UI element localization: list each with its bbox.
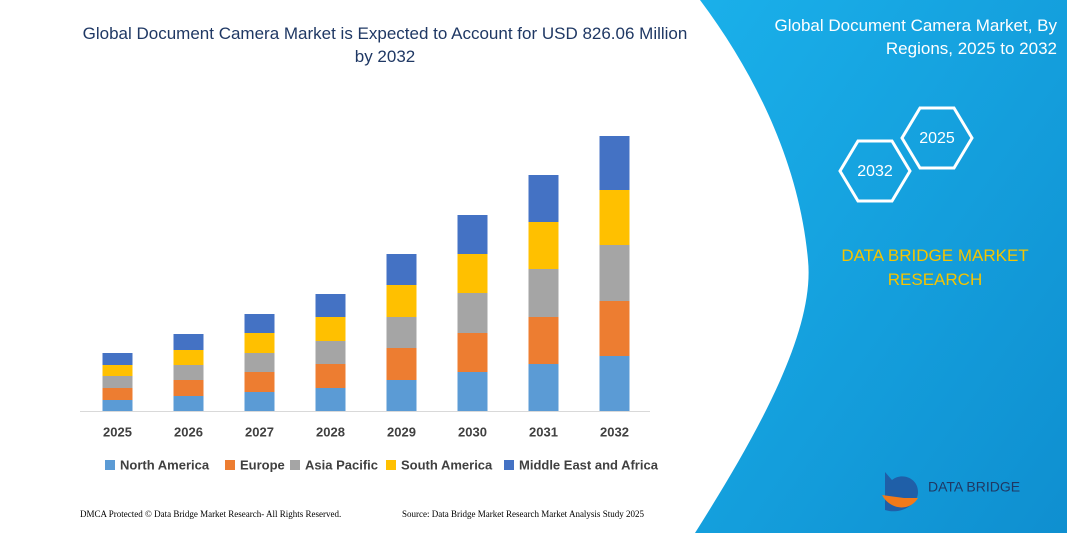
legend-swatch (504, 460, 514, 470)
bar-segment (528, 317, 559, 364)
bar-segment (315, 341, 346, 364)
bar-segment (315, 294, 346, 317)
bar-segment (386, 285, 417, 317)
bar-segment (528, 269, 559, 317)
x-tick-label: 2032 (600, 424, 629, 439)
side-panel-bg (695, 0, 1067, 533)
hexagon (900, 106, 974, 170)
bar-segment (315, 317, 346, 341)
bar-segment (173, 350, 204, 365)
bar-segment (173, 334, 204, 350)
x-tick-label: 2026 (174, 424, 203, 439)
bar-segment (244, 353, 275, 372)
bar-segment (457, 293, 488, 333)
chart-title: Global Document Camera Market is Expecte… (82, 24, 688, 66)
legend-label: Europe (240, 457, 285, 472)
bar-segment (599, 245, 630, 301)
bar-segment (386, 380, 417, 411)
x-tick-label: 2030 (458, 424, 487, 439)
bar-segment (457, 254, 488, 293)
logo-icon (882, 495, 918, 508)
bar-segment (102, 353, 133, 365)
bar-segment (315, 364, 346, 388)
legend-swatch (386, 460, 396, 470)
hexagon (838, 139, 912, 203)
bar-segment (386, 317, 417, 348)
footer-right: Source: Data Bridge Market Research Mark… (402, 509, 644, 519)
bar-segment (102, 376, 133, 388)
bar-segment (244, 392, 275, 411)
x-tick-label: 2031 (529, 424, 558, 439)
legend-swatch (105, 460, 115, 470)
bar-segment (599, 190, 630, 245)
bar-segment (528, 222, 559, 269)
bar-segment (457, 215, 488, 254)
legend-label: Middle East and Africa (519, 457, 659, 472)
legend-label: North America (120, 457, 210, 472)
logo-text: DATA BRIDGE (928, 479, 1020, 495)
brand: DATA BRIDGE MARKET RESEARCH (841, 246, 1029, 289)
x-tick-label: 2025 (103, 424, 132, 439)
bar-segment (244, 372, 275, 392)
legend-label: Asia Pacific (305, 457, 378, 472)
hexagon-label: 2032 (857, 163, 893, 180)
bar-segment (599, 301, 630, 356)
bar-segment (173, 396, 204, 411)
legend-swatch (225, 460, 235, 470)
bar-segment (386, 254, 417, 285)
bar-segment (528, 364, 559, 411)
bar-segment (599, 356, 630, 411)
x-tick-label: 2029 (387, 424, 416, 439)
bar-segment (102, 388, 133, 400)
bar-segment (244, 314, 275, 333)
hexagon-label: 2025 (919, 130, 955, 147)
legend-swatch (290, 460, 300, 470)
x-tick-label: 2027 (245, 424, 274, 439)
bar-segment (315, 388, 346, 411)
bar-segment (102, 400, 133, 411)
bar-segment (244, 333, 275, 353)
bar-segment (457, 333, 488, 372)
side-title: Global Document Camera Market, By Region… (774, 16, 1058, 58)
footer-left: DMCA Protected © Data Bridge Market Rese… (80, 509, 342, 519)
legend-label: South America (401, 457, 493, 472)
bar-segment (102, 365, 133, 376)
bar-segment (386, 348, 417, 380)
bar-segment (528, 175, 559, 222)
bar-segment (173, 380, 204, 396)
bar-segment (457, 372, 488, 411)
x-tick-label: 2028 (316, 424, 345, 439)
bar-segment (599, 136, 630, 190)
bar-segment (173, 365, 204, 380)
